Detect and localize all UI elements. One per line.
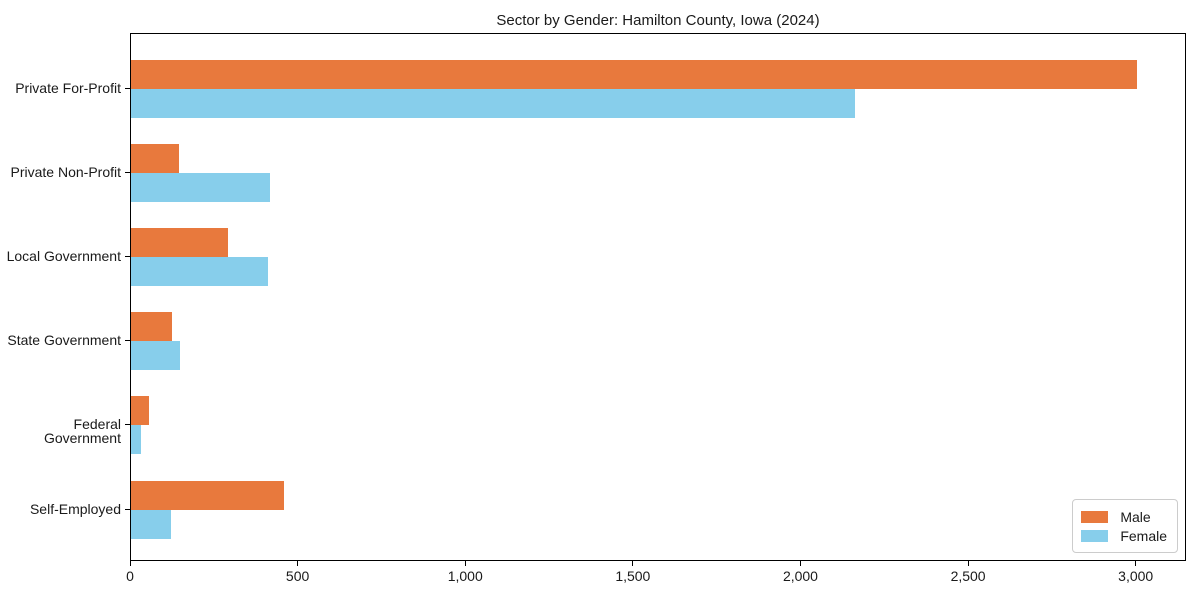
x-tick-label: 1,000 xyxy=(447,568,483,584)
legend-swatch-male xyxy=(1081,510,1109,523)
x-tick-mark xyxy=(799,561,801,566)
y-tick-label: Private For-Profit xyxy=(15,80,121,96)
bar-female-private-for-profit xyxy=(131,89,856,118)
x-tick-label: 0 xyxy=(126,568,134,584)
bar-male-self-employed xyxy=(131,480,285,510)
x-tick-mark xyxy=(129,561,131,566)
legend-label: Female xyxy=(1120,527,1167,544)
y-tick-label: Federal Government xyxy=(43,416,121,447)
bar-female-local-government xyxy=(131,257,269,287)
bar-female-private-non-profit xyxy=(131,173,271,203)
y-tick-mark xyxy=(125,508,130,510)
legend-label: Male xyxy=(1120,508,1151,525)
bar-male-state-government xyxy=(131,312,172,342)
bar-male-local-government xyxy=(131,228,229,258)
x-tick-mark xyxy=(297,561,299,566)
y-tick-label: State Government xyxy=(7,332,121,349)
bar-female-state-government xyxy=(131,341,181,371)
x-tick-mark xyxy=(464,561,466,566)
bar-female-federal-government xyxy=(131,425,142,455)
y-tick-mark xyxy=(125,88,130,89)
x-tick-mark xyxy=(632,561,634,566)
legend-item-female: Female xyxy=(1081,526,1167,545)
bar-male-federal-government xyxy=(131,396,150,426)
x-tick-mark xyxy=(967,561,969,566)
plot-area: Male Female xyxy=(130,33,1186,561)
legend: Male Female xyxy=(1072,499,1178,553)
y-tick-mark xyxy=(125,256,130,258)
y-tick-label: Local Government xyxy=(6,248,121,265)
y-tick-mark xyxy=(125,340,130,342)
y-tick-label: Private Non-Profit xyxy=(10,164,121,181)
legend-item-male: Male xyxy=(1081,507,1167,526)
x-tick-label: 3,000 xyxy=(1118,568,1154,584)
bar-male-private-non-profit xyxy=(131,144,180,174)
bar-male-private-for-profit xyxy=(131,60,1137,89)
bar-female-self-employed xyxy=(131,509,172,539)
y-tick-mark xyxy=(125,172,130,174)
x-tick-label: 1,500 xyxy=(615,568,651,584)
y-tick-label: Self-Employed xyxy=(29,500,121,517)
legend-swatch-female xyxy=(1081,529,1109,542)
chart-title: Sector by Gender: Hamilton County, Iowa … xyxy=(496,12,820,29)
y-tick-mark xyxy=(125,424,130,426)
x-tick-label: 2,000 xyxy=(782,568,818,584)
x-tick-mark xyxy=(1135,561,1137,566)
x-tick-label: 500 xyxy=(285,568,310,584)
x-tick-label: 2,500 xyxy=(950,568,986,584)
